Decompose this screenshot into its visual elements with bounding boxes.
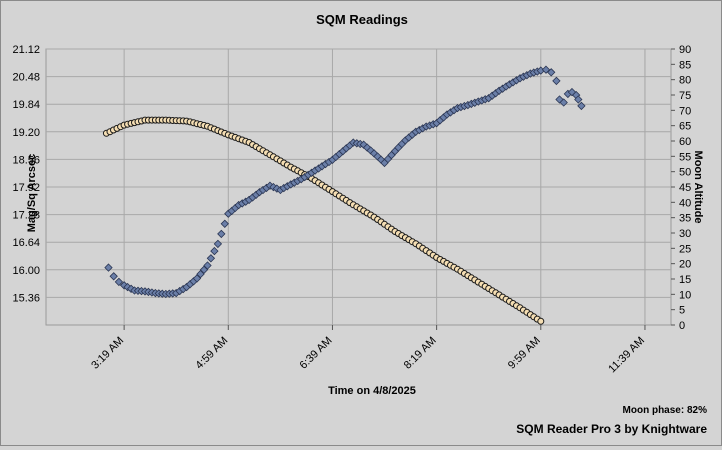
sqm-reading-point [567,87,577,97]
y2-tick-label: 15 [679,274,691,286]
y2-tick-label: 45 [679,182,691,194]
sqm-reading-point [555,95,564,104]
y-tick-label: 15.36 [12,292,40,304]
y-tick-label: 19.20 [12,127,40,139]
y2-tick-label: 0 [679,320,685,332]
y2-tick-label: 80 [679,75,691,87]
y2-tick-label: 25 [679,243,691,255]
sqm-reading-point [552,76,561,86]
y2-axis-ticks: 0 5 10 15 20 25 30 35 40 45 50 55 60 65 70 75 80 85 90 [671,44,691,332]
y2-tick-label: 65 [679,121,691,133]
sqm-reading-point [196,269,205,279]
x-tick-label: 6:39 AM [298,335,335,372]
sqm-reading-point [220,219,229,228]
gridlines [46,48,671,325]
y2-tick-label: 10 [679,289,691,301]
y-tick-label: 16.64 [12,237,40,249]
y2-axis-title: Moon Altitude [692,151,704,224]
y-tick-label: 17.28 [12,210,40,222]
software-credit: SQM Reader Pro 3 by Knightware [516,422,707,436]
sqm-reading-point [217,229,226,239]
y-tick-label: 21.12 [12,44,40,56]
x-tick-label: 8:19 AM [402,335,439,372]
sqm-reading-point [213,239,223,249]
y-tick-label: 20.48 [12,72,40,84]
x-axis-ticks: 3:19 AM 4:59 AM 6:39 AM 8:19 AM 9:59 AM 11:39… [89,325,647,375]
sqm-reading-point [114,277,124,287]
y2-tick-label: 35 [679,213,691,225]
y2-tick-label: 55 [679,151,691,163]
sqm-reading-point [109,272,118,281]
sqm-reading-point [541,65,551,74]
moon-phase-label: Moon phase: 82% [623,405,708,416]
x-tick-label: 4:59 AM [193,335,230,372]
sqm-reading-point [199,265,209,274]
x-tick-label: 9:59 AM [506,335,543,372]
sqm-series [104,65,586,299]
moon-altitude-point [537,317,545,325]
y2-tick-label: 40 [679,197,691,209]
y-axis-title: Mag/Sq Arcsec [26,154,38,232]
y2-tick-label: 75 [679,90,691,102]
y-tick-label: 18.56 [12,154,40,166]
y2-tick-label: 50 [679,167,691,179]
y2-tick-label: 90 [679,44,691,56]
y2-tick-label: 30 [679,228,691,240]
sqm-reading-point [203,261,212,270]
x-tick-label: 11:39 AM [606,335,647,376]
x-tick-label: 3:19 AM [89,335,126,372]
sqm-reading-point [547,68,556,77]
sqm-reading-point [104,263,113,272]
moon-altitude-series [102,116,545,325]
sqm-reading-point [206,254,216,263]
y2-tick-label: 60 [679,136,691,148]
y-tick-label: 16.00 [12,265,40,277]
sqm-reading-point [577,101,586,111]
chart-title: SQM Readings [316,12,408,27]
y-tick-label: 17.92 [12,182,40,194]
y2-tick-label: 85 [679,59,691,71]
sqm-reading-point [574,95,583,104]
y-tick-label: 19.84 [12,99,40,111]
sqm-reading-point [210,246,219,256]
y-axis-ticks: 15.36 16.00 16.64 17.28 17.92 18.56 19.20 19.84… [12,44,40,304]
y2-tick-label: 5 [679,305,685,317]
y2-tick-label: 20 [679,259,691,271]
y2-tick-label: 70 [679,105,691,117]
x-axis-title: Time on 4/8/2025 [328,385,416,397]
sqm-reading-point [559,98,568,107]
sqm-reading-point [192,274,202,283]
